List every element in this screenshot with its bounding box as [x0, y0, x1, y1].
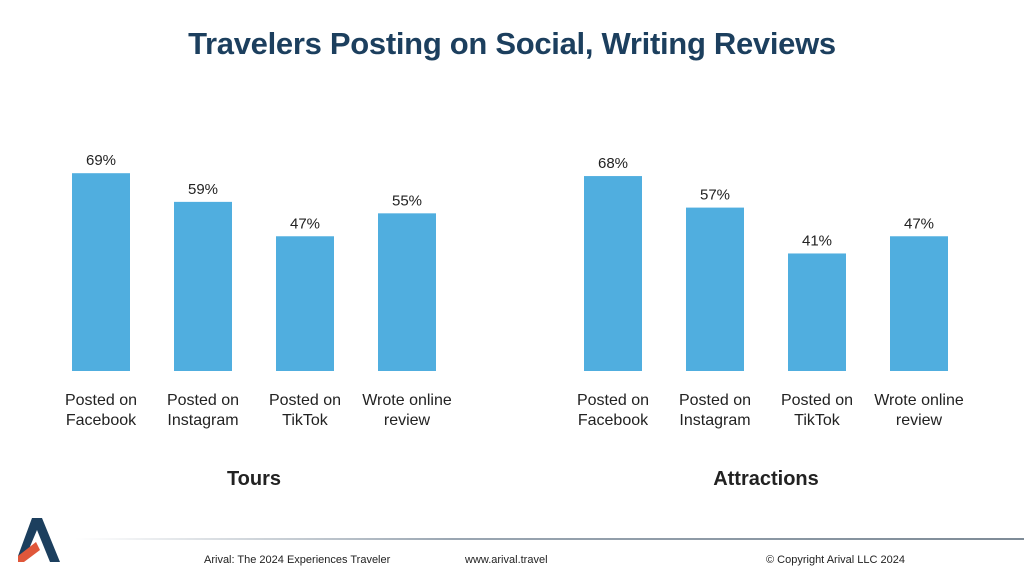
attractions-category-label-4-line-2: review — [896, 412, 943, 429]
arival-logo-icon — [18, 518, 60, 562]
attractions-category-label-1-line-1: Posted on — [577, 392, 649, 409]
tours-category-label-4-line-2: review — [384, 412, 431, 429]
attractions-value-label-4: 47% — [904, 215, 934, 232]
tours-group-label: Tours — [227, 468, 281, 490]
tours-value-label-3: 47% — [290, 215, 320, 232]
attractions-category-label-1-line-2: Facebook — [578, 412, 649, 429]
tours-category-label-3-line-1: Posted on — [269, 392, 341, 409]
attractions-category-label-4-line-1: Wrote online — [874, 392, 964, 409]
tours-category-label-3-line-2: TikTok — [282, 412, 329, 429]
footer-website-link[interactable]: www.arival.travel — [465, 554, 548, 566]
attractions-category-label-3-line-2: TikTok — [794, 412, 841, 429]
attractions-value-label-3: 41% — [802, 232, 832, 249]
attractions-category-label-3-line-1: Posted on — [781, 392, 853, 409]
attractions-value-label-1: 68% — [598, 155, 628, 172]
tours-bar-1 — [72, 173, 130, 371]
attractions-category-label-2-line-1: Posted on — [679, 392, 751, 409]
attractions-value-label-2: 57% — [700, 187, 730, 204]
tours-category-label-4-line-1: Wrote online — [362, 392, 452, 409]
attractions-bar-3 — [788, 253, 846, 371]
tours-category-label-2-line-1: Posted on — [167, 392, 239, 409]
tours-category-label-2-line-2: Instagram — [167, 412, 238, 429]
attractions-category-label-2-line-2: Instagram — [679, 412, 750, 429]
attractions-bar-chart: 68% Posted on Facebook 57% Posted on Instagra… — [577, 155, 964, 490]
tours-value-label-2: 59% — [188, 181, 218, 198]
footer-report-title: Arival: The 2024 Experiences Traveler — [204, 554, 391, 566]
tours-bar-chart: 69% Posted on Facebook 59% Posted on Instagra… — [65, 152, 452, 490]
attractions-bar-4 — [890, 236, 948, 371]
footer-divider — [75, 538, 1024, 540]
attractions-group-label: Attractions — [713, 468, 819, 490]
chart-title: Travelers Posting on Social, Writing Rev… — [188, 26, 836, 61]
tours-bar-2 — [174, 201, 232, 371]
attractions-bar-1 — [584, 176, 642, 371]
tours-value-label-4: 55% — [392, 192, 422, 209]
tours-value-label-1: 69% — [86, 152, 116, 169]
tours-bar-3 — [276, 236, 334, 371]
tours-category-label-1-line-2: Facebook — [66, 412, 137, 429]
footer-copyright: © Copyright Arival LLC 2024 — [766, 554, 905, 566]
tours-category-label-1-line-1: Posted on — [65, 392, 137, 409]
tours-bar-4 — [378, 213, 436, 371]
attractions-bar-2 — [686, 207, 744, 371]
